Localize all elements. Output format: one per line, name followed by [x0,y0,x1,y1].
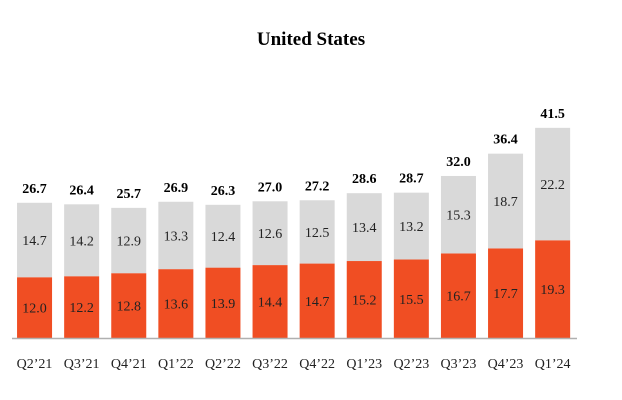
data-label-bottom: 12.8 [117,300,142,315]
x-tick-label: Q4’22 [299,357,335,372]
data-label-top: 13.3 [164,229,189,244]
data-label-top: 12.4 [211,230,236,245]
data-label-bottom: 12.0 [22,302,47,317]
x-tick-label: Q3’22 [252,357,288,372]
data-label-top: 14.7 [22,234,47,249]
bar-segment-bottom [205,267,241,338]
bar-segment-top [393,192,429,260]
bar-segment-top [535,127,571,241]
bar-segment-bottom [64,276,100,338]
data-label-top: 15.3 [446,209,471,224]
bar-segment-top [111,207,147,274]
data-label-top: 13.4 [352,221,377,236]
x-tick-label: Q2’22 [205,357,241,372]
data-label-bottom: 16.7 [446,290,471,305]
bar-segment-top [252,201,288,266]
chart-title: United States [257,29,365,50]
bar-segment-top [64,204,100,277]
data-label-top: 22.2 [540,178,565,193]
total-label: 27.2 [305,179,330,194]
data-label-top: 18.7 [493,195,518,210]
total-label: 41.5 [540,107,565,122]
bar-segment-bottom [535,240,571,338]
bar-segment-top [17,202,53,278]
data-label-bottom: 13.9 [211,297,236,312]
bar-segment-top [488,153,524,249]
bar-segment-bottom [440,253,476,338]
bar-segment-bottom [158,269,194,338]
bar-segment-bottom [488,248,524,338]
data-label-bottom: 14.4 [258,296,283,311]
data-label-top: 12.9 [117,235,142,250]
total-label: 25.7 [117,187,142,202]
x-tick-label: Q2’23 [393,357,429,372]
bars-group: 12.0 14.7 26.7 12.2 14.2 26.4 12.8 12.9 25.7 13.6… [17,107,571,338]
data-label-bottom: 17.7 [493,287,518,302]
bar-segment-bottom [17,277,53,338]
x-tick-label: Q4’23 [488,357,524,372]
bar-segment-top [158,201,194,270]
data-label-top: 13.2 [399,220,424,235]
bar-segment-bottom [252,265,288,338]
bar-segment-bottom [299,263,335,338]
x-tick-label: Q2’21 [17,357,53,372]
total-label: 28.6 [352,172,377,187]
bar-segment-bottom [346,261,382,338]
x-axis-ticks: Q2’21 Q3’21 Q4’21 Q1’22 Q2’22 Q3’22 Q4’22 Q1’23… [17,357,571,372]
data-label-bottom: 15.2 [352,294,377,309]
bar-segment-bottom [111,273,147,338]
bar-segment-bottom [393,259,429,338]
data-label-top: 14.2 [69,234,94,249]
bar-segment-top [346,193,382,262]
total-label: 26.3 [211,184,236,199]
bar-segment-top [299,200,335,264]
x-tick-label: Q3’21 [64,357,100,372]
data-label-top: 12.6 [258,227,283,242]
bar-segment-top [205,204,241,268]
x-tick-label: Q1’24 [535,357,571,372]
total-label: 32.0 [446,155,471,170]
data-label-bottom: 19.3 [540,283,565,298]
total-label: 28.7 [399,172,424,187]
data-label-bottom: 12.2 [69,301,94,316]
x-tick-label: Q1’23 [346,357,382,372]
total-label: 27.0 [258,180,283,195]
total-label: 26.9 [164,181,189,196]
data-label-top: 12.5 [305,226,330,241]
x-tick-label: Q1’22 [158,357,194,372]
bar-segment-top [440,175,476,254]
data-label-bottom: 14.7 [305,295,330,310]
x-tick-label: Q4’21 [111,357,147,372]
total-label: 26.7 [22,182,47,197]
x-tick-label: Q3’23 [441,357,477,372]
data-label-bottom: 13.6 [164,298,189,313]
data-label-bottom: 15.5 [399,293,424,308]
total-label: 36.4 [493,133,518,148]
total-label: 26.4 [69,183,94,198]
